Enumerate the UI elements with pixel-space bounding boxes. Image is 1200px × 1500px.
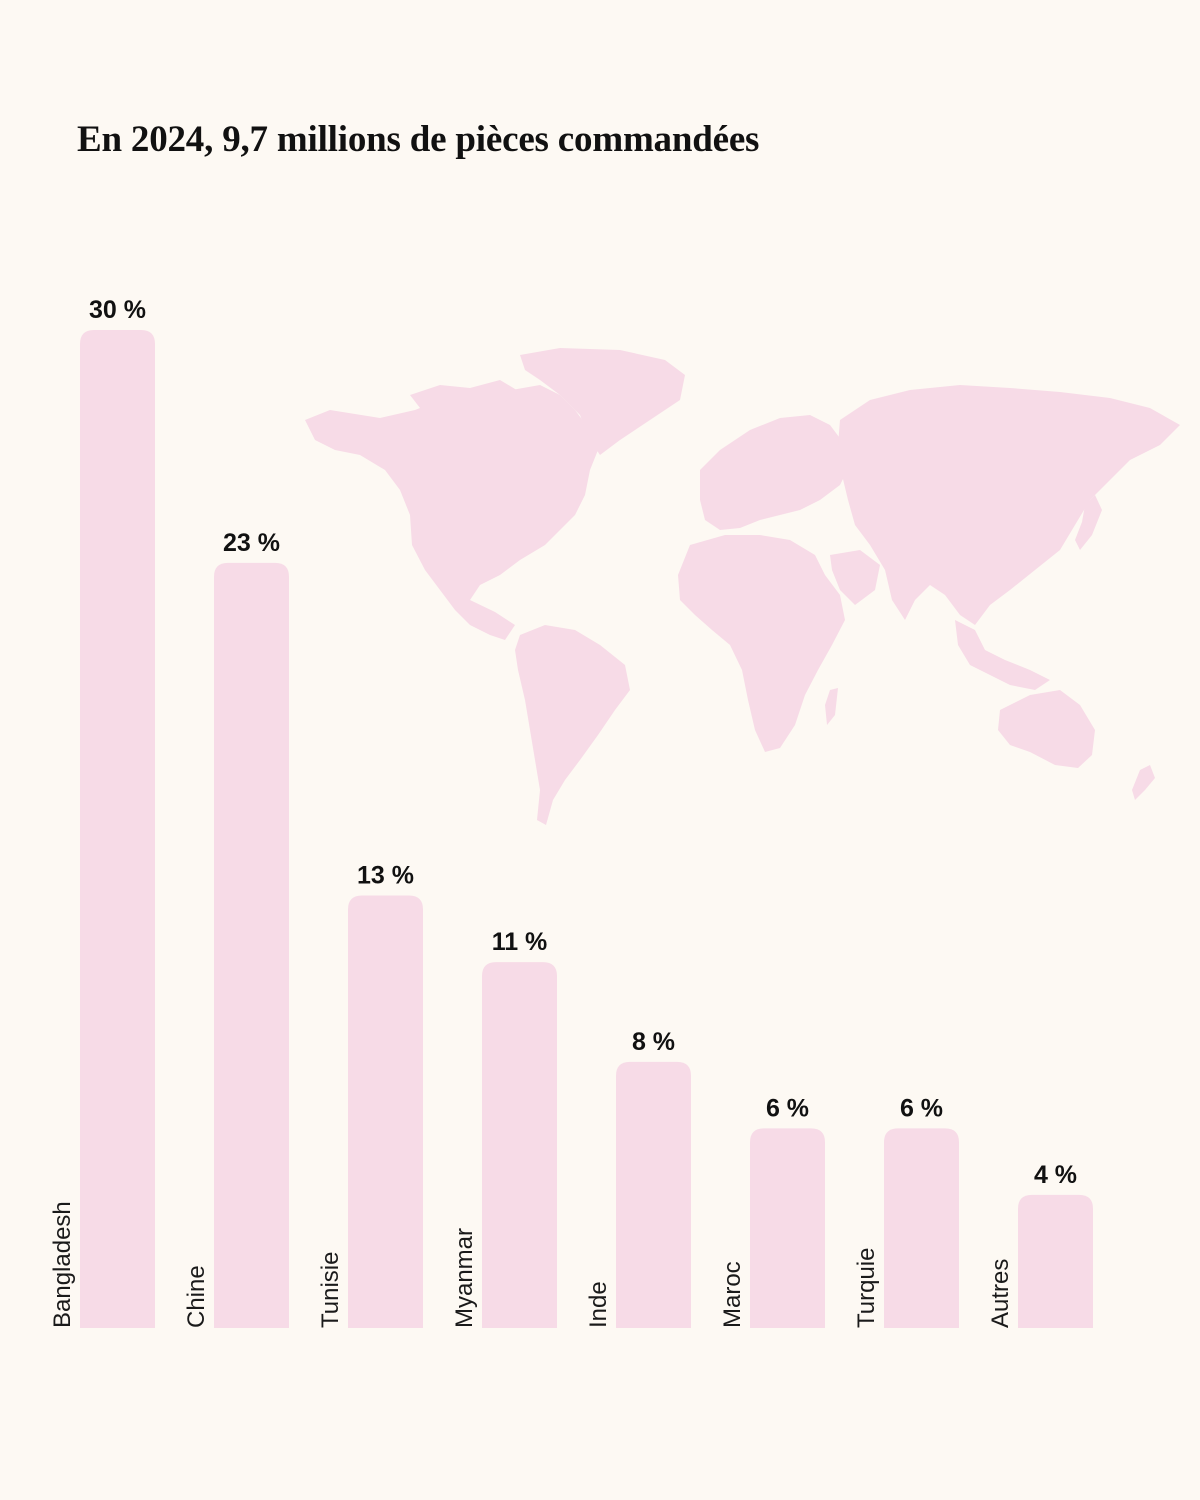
category-label: Autres	[987, 1259, 1014, 1328]
arabia-shape	[830, 550, 880, 605]
bar-bangladesh	[80, 330, 155, 1328]
category-label: Turquie	[853, 1248, 880, 1328]
world-map-icon	[305, 348, 1180, 825]
value-label: 23 %	[223, 529, 280, 557]
southeast-asia-shape	[955, 620, 1050, 690]
bar-myanmar	[482, 962, 557, 1328]
bar-inde	[616, 1061, 691, 1328]
bar-autres	[1018, 1194, 1093, 1328]
value-label: 11 %	[492, 928, 548, 956]
value-label: 6 %	[766, 1094, 809, 1122]
chart-title: En 2024, 9,7 millions de pièces commandé…	[77, 119, 760, 160]
japan-shape	[1075, 495, 1102, 550]
bar-maroc	[750, 1128, 825, 1328]
asia-shape	[838, 385, 1180, 625]
australia-shape	[998, 690, 1095, 768]
bar-tunisie	[348, 895, 423, 1328]
new-zealand-shape	[1132, 765, 1155, 800]
bar-chine	[214, 562, 289, 1328]
category-label: Maroc	[719, 1261, 746, 1328]
value-label: 30 %	[89, 296, 146, 324]
africa-shape	[678, 535, 845, 752]
madagascar-shape	[825, 688, 838, 725]
category-label: Chine	[183, 1265, 210, 1328]
greenland-shape	[520, 348, 685, 455]
bar-turquie	[884, 1128, 959, 1328]
value-label: 4 %	[1034, 1161, 1077, 1189]
north-america-shape	[305, 385, 598, 640]
value-label: 8 %	[632, 1028, 675, 1056]
value-label: 13 %	[357, 862, 414, 890]
category-label: Tunisie	[317, 1252, 344, 1328]
south-america-shape	[515, 625, 630, 825]
bars-group: 30 % Bangladesh 23 % Chine 13 % Tunisie 11 % My…	[49, 296, 1093, 1328]
category-label: Myanmar	[451, 1228, 478, 1328]
arctic-islands-shape	[410, 380, 520, 410]
europe-shape	[700, 415, 850, 530]
value-label: 6 %	[900, 1094, 943, 1122]
category-label: Inde	[585, 1281, 612, 1328]
category-label: Bangladesh	[49, 1201, 76, 1328]
